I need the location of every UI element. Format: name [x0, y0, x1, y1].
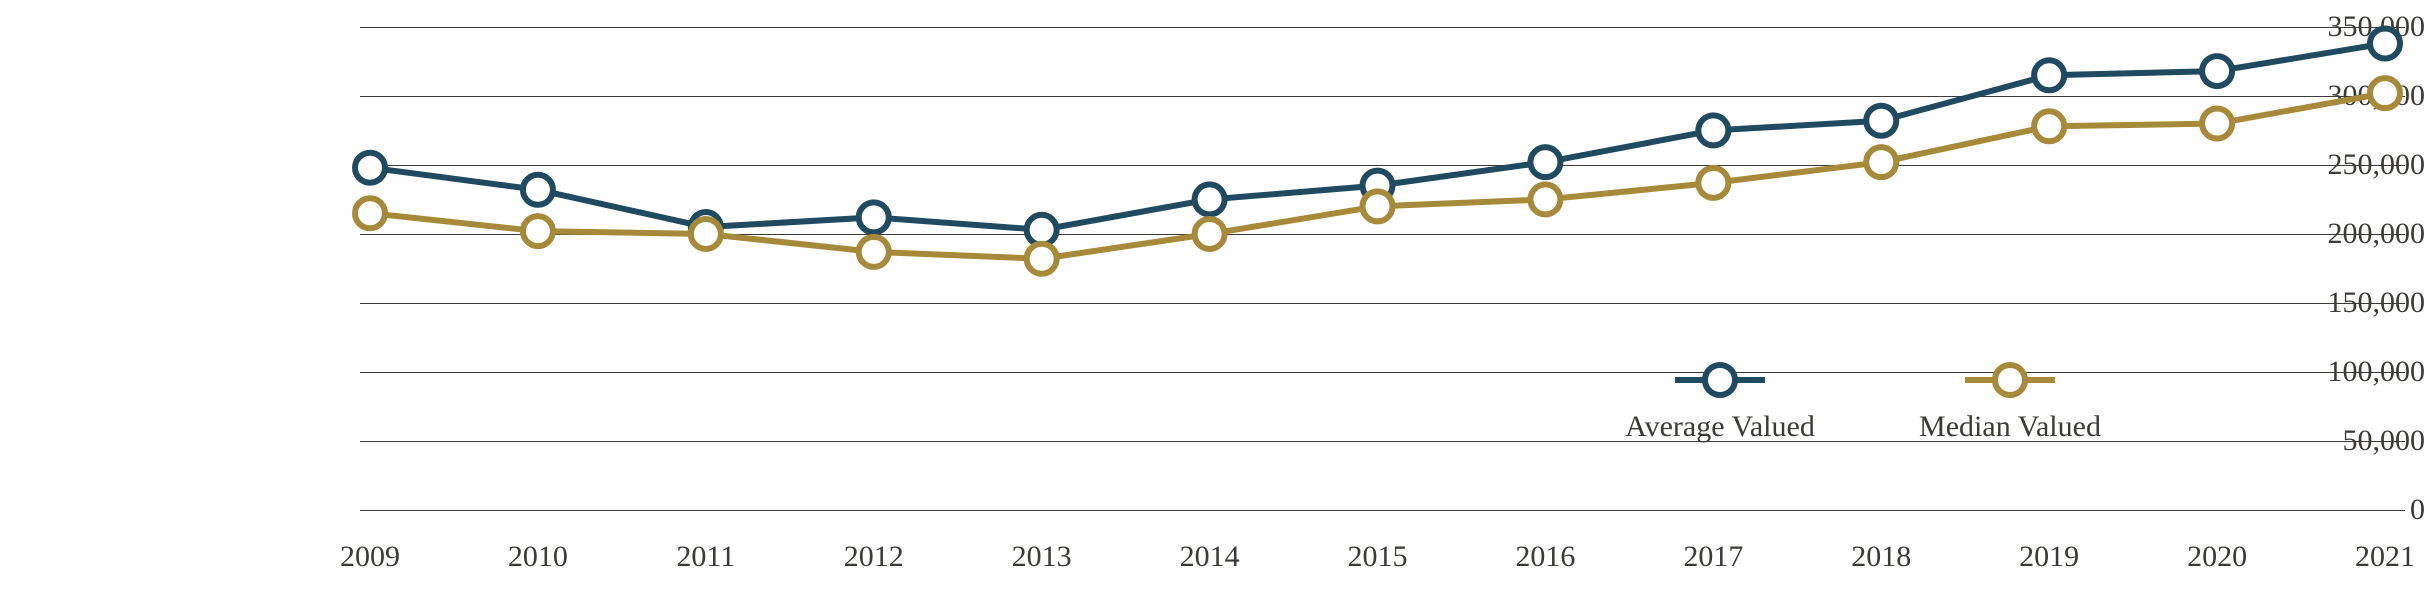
series-marker-1: [2370, 78, 2400, 108]
series-marker-1: [859, 237, 889, 267]
value-trend-chart: 050,000100,000150,000200,000250,000300,0…: [0, 0, 2425, 598]
legend-label-0: Average Valued: [1625, 410, 1815, 444]
series-marker-0: [2370, 28, 2400, 58]
series-marker-0: [2034, 60, 2064, 90]
series-marker-1: [1195, 219, 1225, 249]
series-marker-0: [1698, 115, 1728, 145]
series-marker-0: [1866, 106, 1896, 136]
legend-marker-0: [1705, 365, 1735, 395]
series-marker-0: [1195, 184, 1225, 214]
series-marker-0: [523, 175, 553, 205]
series-marker-1: [691, 219, 721, 249]
series-marker-1: [523, 216, 553, 246]
series-marker-0: [355, 153, 385, 183]
legend-marker-1: [1995, 365, 2025, 395]
series-marker-1: [1363, 191, 1393, 221]
series-marker-0: [1027, 215, 1057, 245]
series-marker-1: [1698, 168, 1728, 198]
series-marker-1: [355, 198, 385, 228]
series-marker-1: [1027, 244, 1057, 274]
series-marker-1: [2034, 111, 2064, 141]
chart-svg: [0, 0, 2425, 598]
series-marker-1: [1530, 184, 1560, 214]
series-marker-0: [1530, 147, 1560, 177]
series-marker-0: [2202, 56, 2232, 86]
legend-label-1: Median Valued: [1919, 410, 2101, 444]
series-marker-1: [2202, 109, 2232, 139]
series-marker-0: [859, 202, 889, 232]
series-marker-1: [1866, 147, 1896, 177]
